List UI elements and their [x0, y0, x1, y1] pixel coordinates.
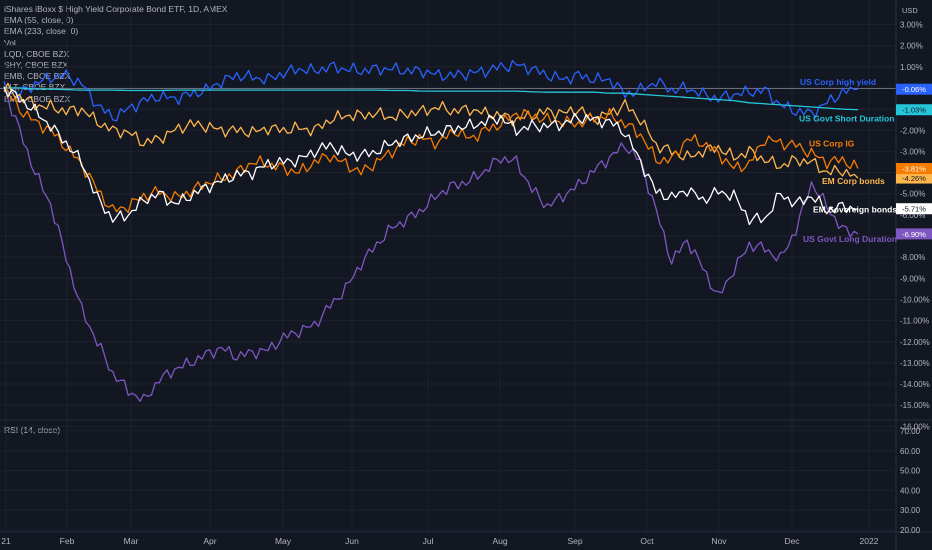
rsi-tick-label: 30.00	[900, 506, 921, 515]
chart-legend: iShares iBoxx $ High Yield Corporate Bon…	[4, 4, 227, 105]
rsi-tick-label: 50.00	[900, 467, 921, 476]
legend-line: LQD, CBOE BZX	[4, 48, 70, 59]
last-value-text: -0.06%	[902, 85, 926, 94]
y-tick-label: -12.00%	[900, 338, 930, 347]
y-tick-label: -11.00%	[900, 317, 929, 326]
legend-line: EMA (55, close, 0)	[4, 15, 74, 26]
y-tick-label: -10.00%	[900, 295, 930, 304]
series-name-label: US Corp IG	[809, 139, 855, 149]
series-line	[4, 87, 859, 111]
y-tick-label: -2.00%	[900, 126, 925, 135]
y-tick-label: -13.00%	[900, 359, 930, 368]
y-tick-label: -3.00%	[900, 147, 925, 156]
y-tick-label: 3.00%	[900, 21, 923, 30]
rsi-tick-label: 70.00	[900, 427, 921, 436]
series-name-label: EM Corp bonds	[822, 176, 885, 186]
y-tick-label: -8.00%	[900, 253, 925, 262]
series-line	[3, 87, 859, 402]
series-line	[3, 86, 859, 226]
x-tick-label: May	[275, 536, 292, 546]
y-tick-label: -5.00%	[900, 190, 925, 199]
y-tick-label: 1.00%	[900, 63, 923, 72]
last-value-badge	[896, 104, 932, 116]
series-name-label: US Govt Long Duration	[803, 234, 897, 244]
y-tick-label: -14.00%	[900, 380, 930, 389]
rsi-tick-label: 40.00	[900, 486, 921, 495]
last-value-badge	[896, 83, 932, 95]
last-value-text: -6.90%	[902, 230, 926, 239]
last-value-text: -4.26%	[902, 174, 926, 183]
legend-title: iShares iBoxx $ High Yield Corporate Bon…	[4, 4, 228, 14]
rsi-tick-label: 20.00	[900, 526, 921, 535]
series-line	[3, 59, 859, 122]
x-tick-label: Mar	[124, 536, 139, 546]
x-tick-label: 2022	[860, 536, 879, 546]
last-value-text: -1.03%	[902, 106, 926, 115]
last-value-badge	[896, 172, 932, 184]
y-tick-label: 2.00%	[900, 42, 923, 51]
last-value-text: -3.81%	[902, 165, 926, 174]
series-line	[3, 82, 859, 179]
x-tick-label: Feb	[60, 536, 75, 546]
rsi-label: RSI (14, close)	[4, 425, 61, 435]
y-tick-label: -6.00%	[900, 211, 925, 220]
last-value-badge	[896, 228, 932, 240]
series-name-label: US Corp high yield	[800, 77, 876, 87]
x-tick-label: 21	[1, 536, 11, 546]
y-tick-label: -9.00%	[900, 274, 925, 283]
legend-line: EMA (233, close, 0)	[4, 26, 79, 37]
rsi-tick-label: 60.00	[900, 447, 921, 456]
legend-line: EMB, CBOE BZX	[4, 93, 71, 104]
series-name-label: US Govt Short Duration	[799, 114, 894, 124]
x-tick-label: Nov	[711, 536, 727, 546]
x-tick-label: Apr	[203, 536, 216, 546]
series-name-label: EM Sovereign bonds	[813, 205, 897, 215]
last-value-badge	[896, 163, 932, 175]
y-tick-label: -15.00%	[900, 401, 930, 410]
x-tick-label: Oct	[640, 536, 654, 546]
x-tick-label: Aug	[492, 536, 507, 546]
legend-line: Vol	[4, 37, 16, 48]
y-tick-label: -16.00%	[900, 422, 930, 431]
last-value-badge	[896, 203, 932, 215]
series-line	[3, 87, 859, 214]
x-tick-label: Dec	[784, 536, 800, 546]
legend-line: TLT, CBOE BZX	[4, 82, 66, 93]
x-tick-label: Jul	[423, 536, 434, 546]
x-tick-label: Sep	[567, 536, 582, 546]
last-value-text: -5.71%	[902, 205, 926, 214]
y-unit-label: USD	[902, 6, 918, 15]
legend-line: EMB, CBOE BZX	[4, 71, 71, 82]
x-tick-label: Jun	[345, 536, 359, 546]
legend-line: SHY, CBOE BZX	[4, 60, 69, 71]
